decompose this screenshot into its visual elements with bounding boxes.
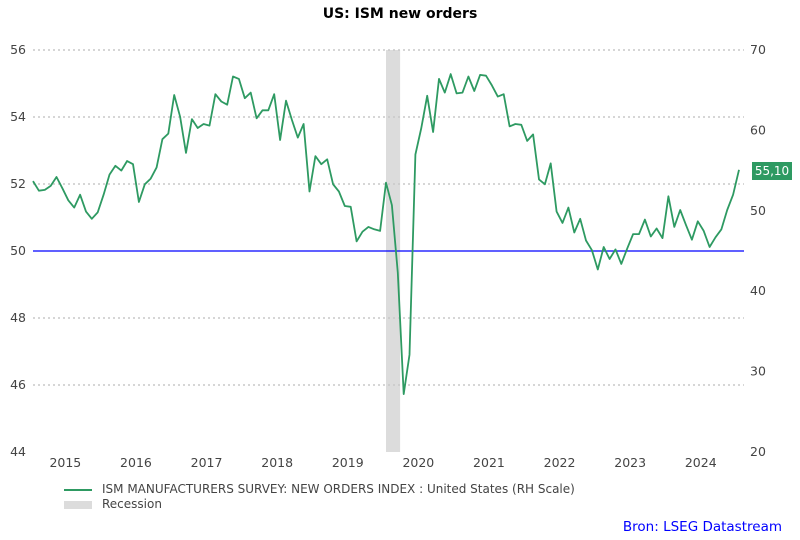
right-axis-tick-label: 20 xyxy=(750,444,766,459)
series-line-ism-new-orders xyxy=(32,73,740,396)
legend-recession-swatch xyxy=(64,500,92,509)
right-axis-tick-label: 60 xyxy=(750,122,766,137)
x-axis-tick-label: 2023 xyxy=(614,455,646,470)
legend-label-series: ISM MANUFACTURERS SURVEY: NEW ORDERS IND… xyxy=(102,482,575,496)
x-axis-tick-label: 2018 xyxy=(261,455,293,470)
right-axis-tick-label: 30 xyxy=(750,364,766,379)
left-axis-tick-label: 52 xyxy=(10,176,26,191)
legend-item-series: ISM MANUFACTURERS SURVEY: NEW ORDERS IND… xyxy=(64,482,575,497)
left-axis-tick-label: 46 xyxy=(10,377,26,392)
legend-item-recession: Recession xyxy=(64,497,575,512)
legend: ISM MANUFACTURERS SURVEY: NEW ORDERS IND… xyxy=(64,482,575,512)
left-axis-tick-label: 56 xyxy=(10,42,26,57)
x-axis-tick-label: 2016 xyxy=(120,455,152,470)
x-axis-tick-label: 2022 xyxy=(544,455,576,470)
x-axis-tick-label: 2024 xyxy=(685,455,717,470)
chart-title: US: ISM new orders xyxy=(322,6,478,22)
x-axis-tick-label: 2020 xyxy=(402,455,434,470)
x-axis-tick-label: 2019 xyxy=(332,455,364,470)
x-axis-tick-label: 2017 xyxy=(191,455,223,470)
x-axis-tick-label: 2015 xyxy=(49,455,81,470)
right-axis-tick-label: 70 xyxy=(750,42,766,57)
legend-label-recession: Recession xyxy=(102,497,162,511)
last-value-label: 55,10 xyxy=(752,162,792,180)
source-note: Bron: LSEG Datastream xyxy=(622,519,782,535)
legend-line-swatch xyxy=(64,488,92,491)
x-axis-tick-label: 2021 xyxy=(473,455,505,470)
left-axis-tick-label: 50 xyxy=(10,243,26,258)
left-axis-tick-label: 54 xyxy=(10,109,26,124)
left-axis-tick-label: 48 xyxy=(10,310,26,325)
right-axis-tick-label: 50 xyxy=(750,203,766,218)
left-axis-tick-label: 44 xyxy=(10,444,26,459)
right-axis-tick-label: 40 xyxy=(750,283,766,298)
